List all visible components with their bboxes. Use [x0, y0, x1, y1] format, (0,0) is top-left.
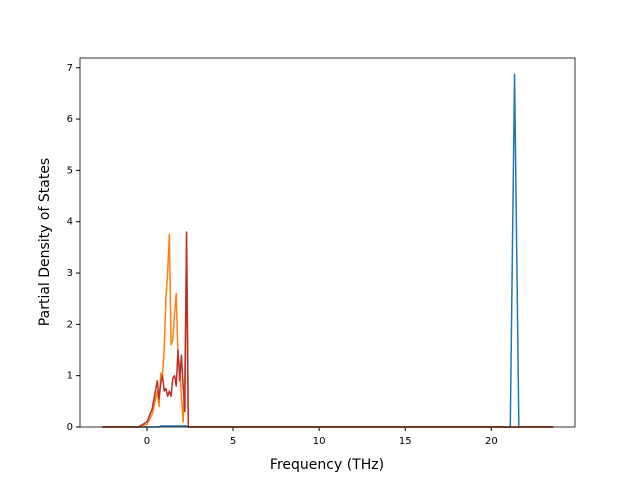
y-tick-label: 3 [67, 268, 73, 279]
y-tick-label: 7 [67, 63, 73, 74]
series-line [102, 233, 554, 428]
x-tick-label: 5 [230, 436, 236, 447]
y-axis-label: Partial Density of States [37, 158, 53, 326]
x-axis-label: Frequency (THz) [270, 457, 384, 473]
y-tick-label: 5 [67, 165, 73, 176]
y-tick-label: 6 [67, 114, 73, 125]
x-tick-label: 20 [485, 436, 498, 447]
plot-frame [79, 57, 576, 428]
y-tick-label: 0 [67, 422, 73, 433]
y-tick-label: 2 [67, 319, 73, 330]
x-tick-label: 0 [144, 436, 150, 447]
x-tick-label: 15 [399, 436, 412, 447]
x-tick-label: 10 [313, 436, 326, 447]
y-tick-label: 1 [67, 371, 73, 382]
y-tick-label: 4 [67, 217, 73, 228]
